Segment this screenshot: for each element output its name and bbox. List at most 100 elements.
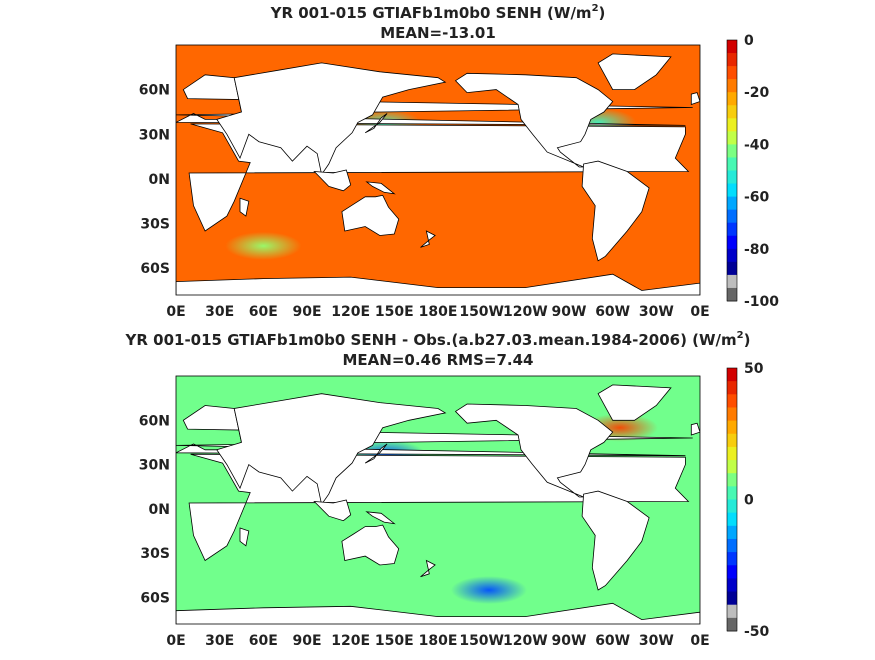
colorbar-segment — [727, 287, 737, 302]
colorbar-tick-label: -50 — [744, 624, 770, 640]
colorbar-segment — [727, 486, 737, 500]
y-tick-label: 30S — [140, 546, 170, 562]
x-tick-label: 180E — [419, 304, 458, 320]
x-tick-label: 180E — [419, 633, 458, 649]
landmass — [581, 490, 650, 591]
x-tick-label: 0E — [690, 304, 709, 320]
colorbar-segment — [727, 446, 737, 461]
landmass — [364, 443, 388, 464]
landmass — [454, 403, 614, 498]
x-tick-label: 30E — [205, 304, 234, 320]
panel2-subtitle: MEAN=0.46 RMS=7.44 — [343, 351, 534, 369]
colorbar-segment — [727, 170, 737, 185]
land-mask — [176, 53, 700, 295]
x-tick-label: 150W — [459, 633, 504, 649]
landmass — [597, 384, 672, 421]
feature-southern-ocean — [450, 576, 527, 605]
colorbar-segment — [727, 394, 737, 408]
y-tick-label: 30S — [140, 217, 170, 233]
colorbar-frame — [726, 39, 738, 302]
x-tick-label: 120E — [331, 304, 370, 320]
colorbar-tick-label: -100 — [744, 294, 779, 310]
colorbar-segment — [727, 118, 737, 132]
colorbar-segment — [727, 604, 737, 619]
x-tick-label: 150W — [459, 304, 504, 320]
landmass — [581, 160, 650, 262]
landmass — [420, 559, 436, 578]
panel1-title-superscript: 2 — [592, 3, 599, 14]
colorbar-tick-label: 0 — [744, 493, 754, 509]
x-tick-label: 150E — [375, 633, 414, 649]
landmass — [690, 422, 700, 436]
colorbar-segment — [727, 40, 737, 54]
y-tick-label: 60S — [140, 261, 170, 277]
colorbar-segment — [727, 144, 737, 158]
y-tick-label: 30N — [139, 127, 170, 143]
colorbar-segment — [727, 473, 737, 487]
x-tick-label: 60E — [249, 304, 278, 320]
colorbar-segment — [727, 222, 737, 237]
x-tick-label: 60E — [249, 633, 278, 649]
landmass — [341, 524, 400, 566]
landmass — [454, 72, 614, 168]
colorbar-tick-label: -80 — [744, 242, 770, 258]
land-mask — [176, 384, 700, 624]
x-tick-label: 60W — [595, 633, 630, 649]
colorbar-segment — [727, 538, 737, 553]
colorbar-segment — [727, 209, 737, 224]
x-tick-label: 90E — [292, 633, 321, 649]
colorbar-segment — [727, 499, 737, 514]
colorbar-segment — [727, 131, 737, 145]
colorbar-segment — [727, 565, 737, 579]
landmass — [365, 181, 396, 195]
colorbar-segment — [727, 53, 737, 67]
x-tick-label: 120W — [503, 633, 548, 649]
colorbar-segment — [727, 368, 737, 382]
colorbar-segment — [727, 261, 737, 276]
landmass — [239, 527, 250, 547]
landmass — [176, 273, 700, 295]
colorbar-tick-label: -40 — [744, 137, 770, 153]
panel1-title: YR 001-015 GTIAFb1m0b0 SENH (W/m2) — [270, 3, 606, 22]
colorbar-segment — [727, 92, 737, 106]
colorbar-segment — [727, 235, 737, 250]
x-tick-label: 120W — [503, 304, 548, 320]
landmass — [313, 169, 352, 192]
x-tick-label: 0E — [166, 304, 185, 320]
colorbar-segment — [727, 105, 737, 119]
colorbar-segment — [727, 433, 737, 448]
panel1-subtitle: MEAN=-13.01 — [380, 24, 496, 42]
panel2-title-superscript: 2 — [737, 330, 744, 341]
x-tick-label: 30W — [639, 304, 674, 320]
landmass — [239, 197, 250, 217]
colorbar-tick-label: -20 — [744, 85, 770, 101]
x-tick-label: 0E — [166, 633, 185, 649]
x-tick-label: 30E — [205, 633, 234, 649]
colorbar-segment — [727, 79, 737, 93]
colorbar-segment — [727, 525, 737, 540]
x-tick-label: 120E — [331, 633, 370, 649]
colorbar-tick-label: 0 — [744, 33, 754, 49]
x-tick-label: 150E — [375, 304, 414, 320]
colorbar-segment — [727, 512, 737, 527]
y-tick-label: 30N — [139, 458, 170, 474]
map-frame — [175, 44, 701, 296]
colorbar-segment — [727, 248, 737, 263]
colorbar-segment — [727, 552, 737, 566]
landmass — [597, 53, 672, 90]
x-tick-label: 90W — [552, 304, 587, 320]
colorbar-segment — [727, 591, 737, 606]
landmass — [420, 230, 436, 248]
feature-southern-ocean-jets — [225, 231, 302, 260]
landmass — [176, 602, 700, 624]
colorbar-segment — [727, 407, 737, 422]
colorbar-segment — [727, 381, 737, 395]
colorbar-segment — [727, 460, 737, 474]
colorbar-segment — [727, 578, 737, 593]
y-tick-label: 0N — [149, 502, 170, 518]
colorbar-segment — [727, 183, 737, 198]
y-tick-label: 0N — [149, 172, 170, 188]
